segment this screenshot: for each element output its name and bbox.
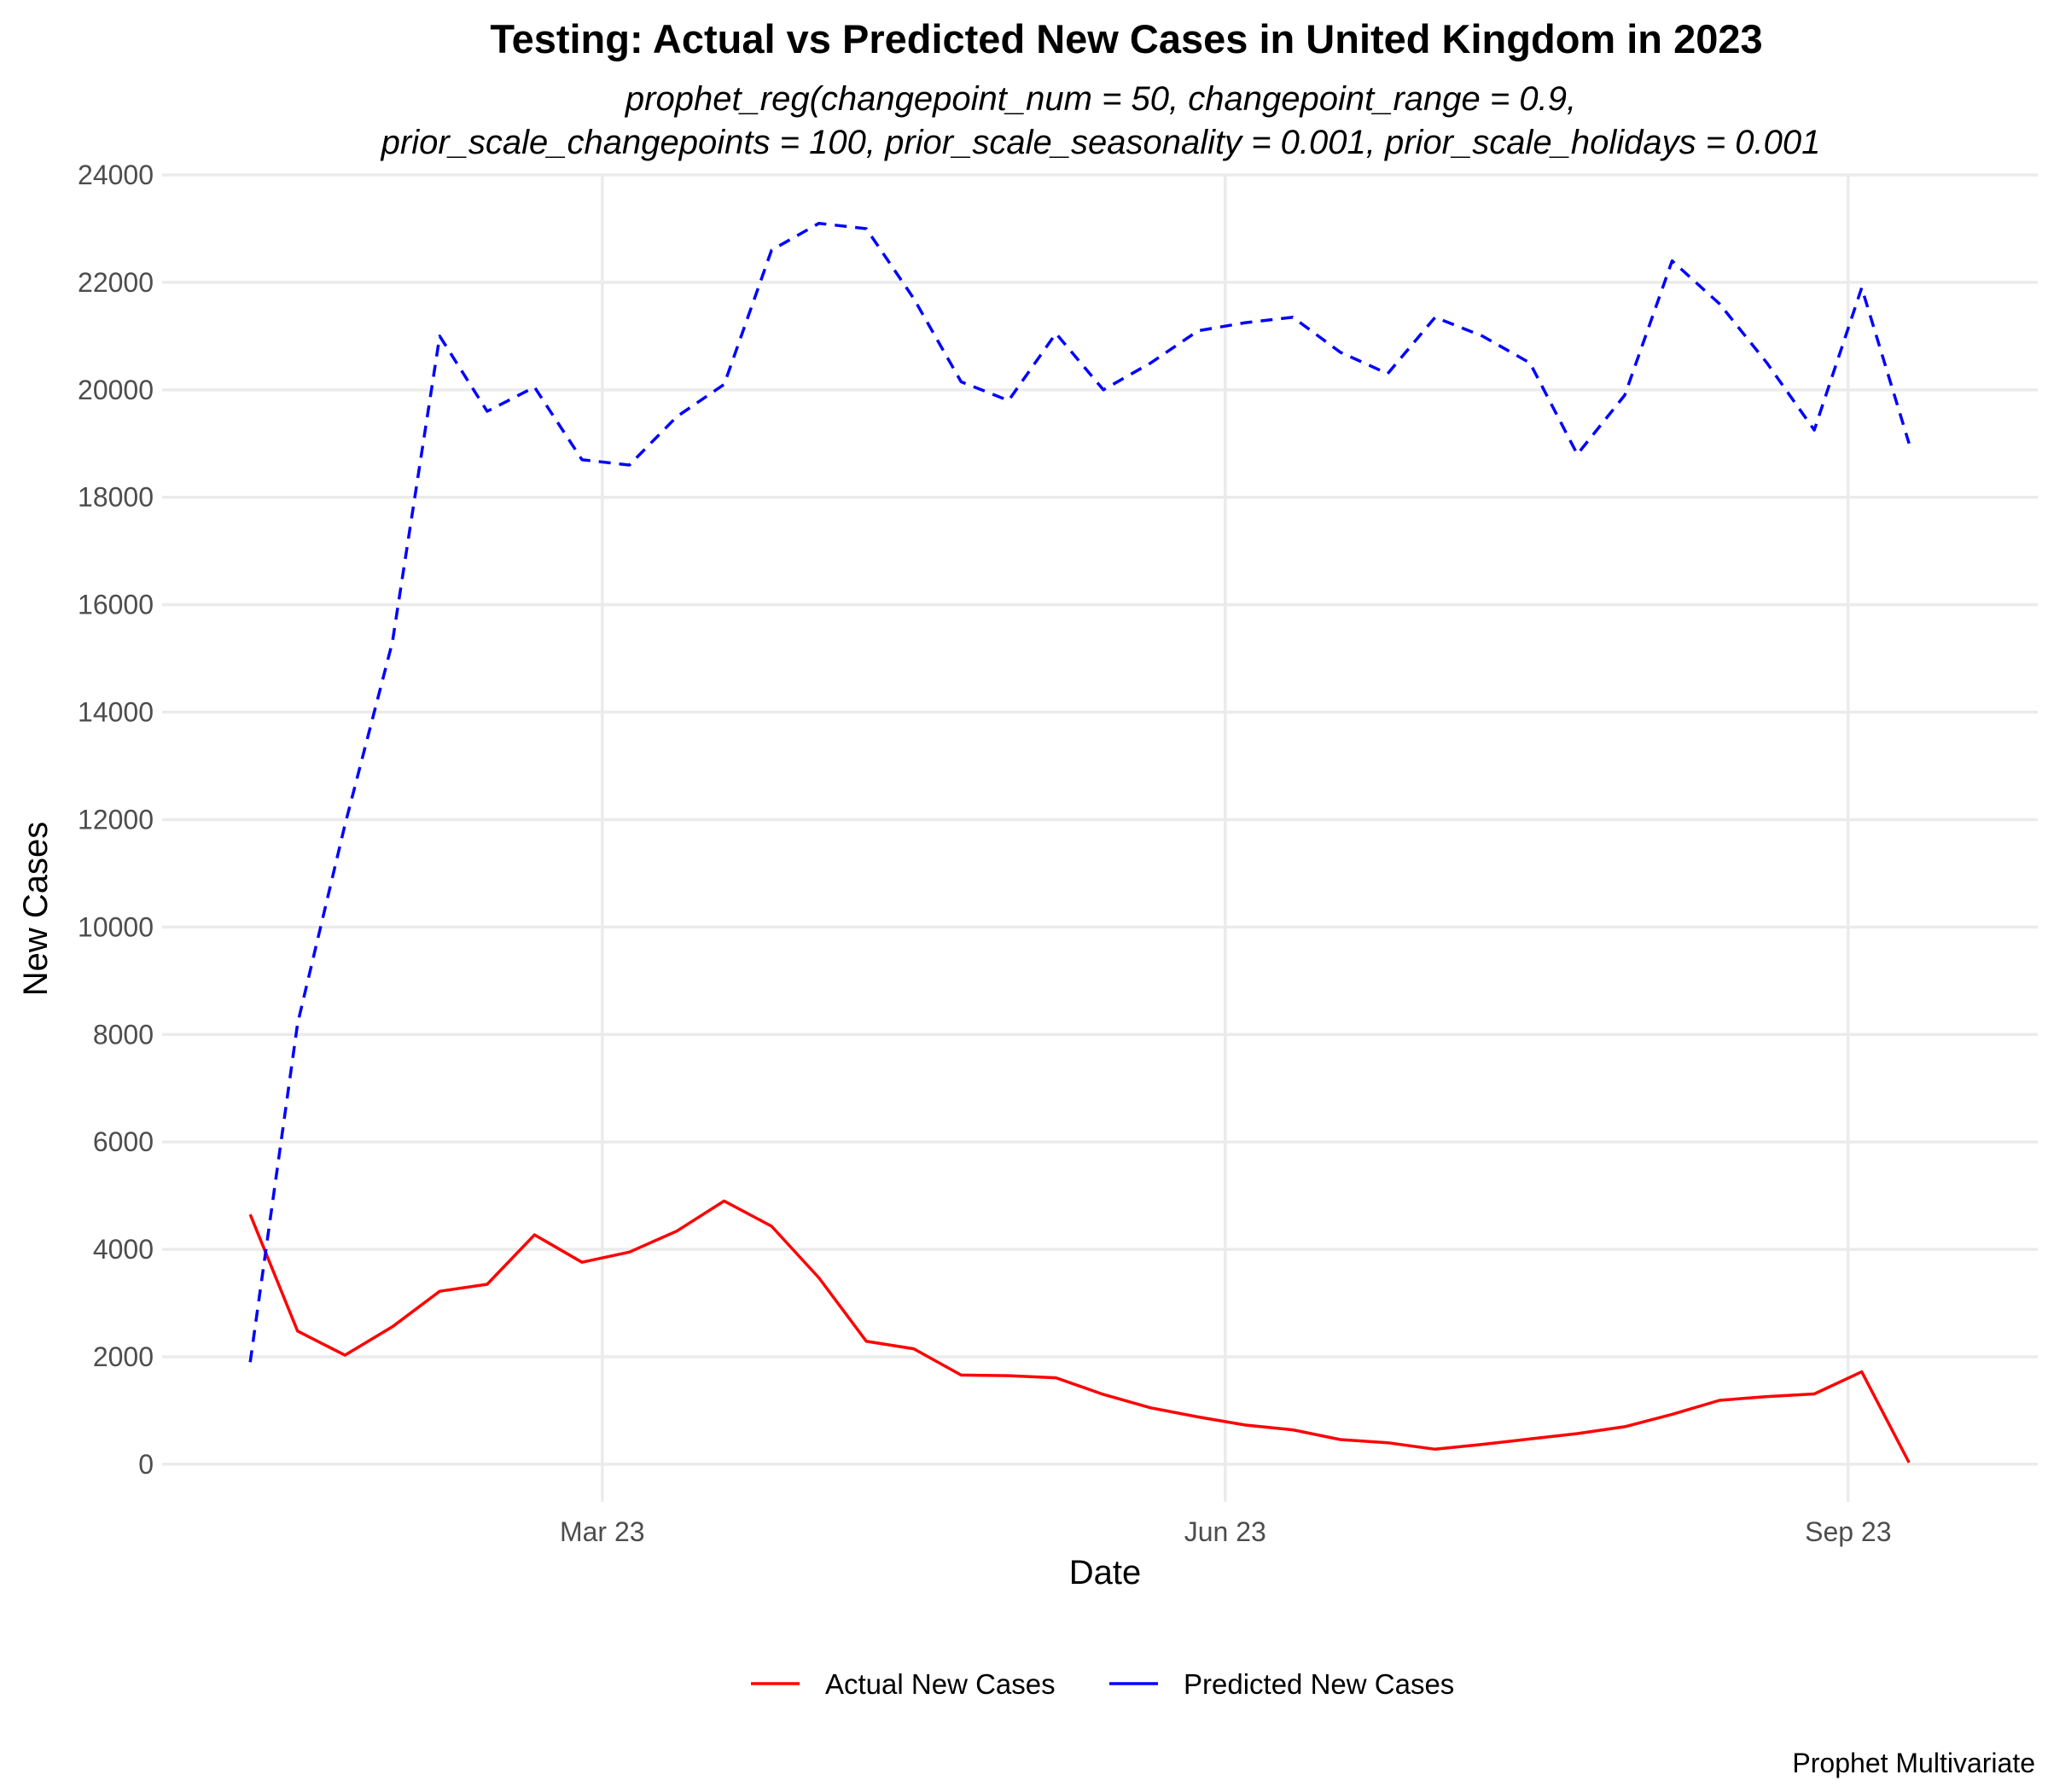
y-tick-label: 2000 xyxy=(93,1341,154,1372)
legend: Actual New Cases Predicted New Cases xyxy=(751,1668,1454,1700)
y-tick-label: 0 xyxy=(138,1449,154,1480)
y-tick-label: 22000 xyxy=(78,267,154,298)
y-tick-label: 20000 xyxy=(78,375,154,405)
series-lines xyxy=(248,221,1911,1463)
x-tick-label: Mar 23 xyxy=(560,1516,645,1547)
chart-title: Testing: Actual vs Predicted New Cases i… xyxy=(490,16,1762,61)
y-tick-label: 12000 xyxy=(78,804,154,835)
legend-label-predicted: Predicted New Cases xyxy=(1184,1668,1454,1700)
legend-label-actual: Actual New Cases xyxy=(825,1668,1056,1700)
y-tick-label: 24000 xyxy=(78,160,154,190)
y-axis-ticks: 0 2000 4000 6000 8000 10000 12000 14000 16000 180… xyxy=(78,160,154,1480)
y-tick-label: 14000 xyxy=(78,697,154,728)
chart-subtitle-line-1: prophet_reg(changepoint_num = 50, change… xyxy=(625,80,1576,118)
y-tick-label: 16000 xyxy=(78,590,154,620)
x-axis-ticks: Mar 23 Jun 23 Sep 23 xyxy=(560,1516,1892,1547)
x-tick-label: Sep 23 xyxy=(1805,1516,1891,1547)
y-tick-label: 10000 xyxy=(78,911,154,942)
y-tick-label: 6000 xyxy=(93,1126,154,1157)
y-axis-title: New Cases xyxy=(17,822,55,997)
gridlines xyxy=(162,173,2038,1502)
series-line-predicted xyxy=(248,221,1911,1363)
y-tick-label: 4000 xyxy=(93,1234,154,1265)
y-tick-label: 8000 xyxy=(93,1019,154,1050)
x-axis-title: Date xyxy=(1069,1554,1142,1591)
series-line-actual xyxy=(248,1199,1911,1463)
y-tick-label: 18000 xyxy=(78,482,154,513)
chart-subtitle-line-2: prior_scale_changepoints = 100, prior_sc… xyxy=(381,124,1821,161)
x-tick-label: Jun 23 xyxy=(1184,1516,1266,1547)
chart-caption: Prophet Multivariate xyxy=(1792,1748,2035,1778)
